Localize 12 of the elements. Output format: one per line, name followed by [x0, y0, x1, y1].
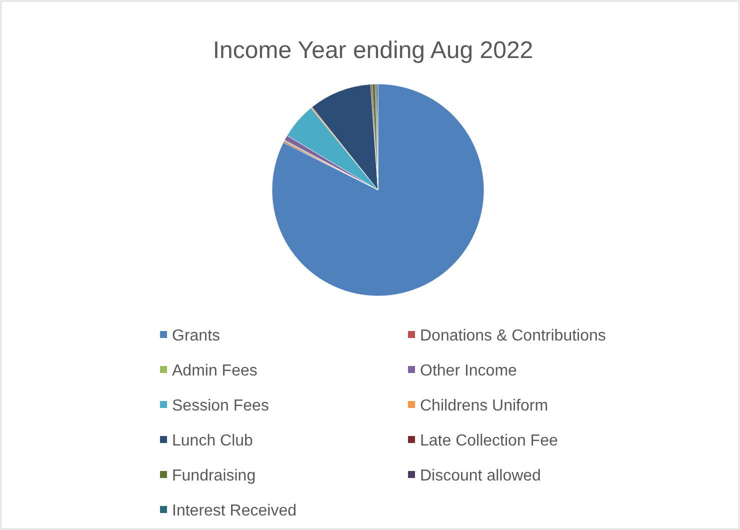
- legend-label: Grants: [172, 328, 220, 345]
- legend-label: Admin Fees: [172, 362, 258, 380]
- legend-label: Lunch Club: [172, 432, 254, 450]
- legend-label: Other Income: [420, 362, 518, 380]
- legend-label: Late Collection Fee: [420, 432, 558, 450]
- legend-label: Discount allowed: [420, 468, 541, 485]
- legend-label: Donations & Contributions: [420, 328, 606, 345]
- chart-title: Income Year ending Aug 2022: [212, 37, 534, 64]
- legend-label: Session Fees: [172, 398, 269, 415]
- legend-label: Fundraising: [172, 468, 256, 485]
- legend-label: Interest Received: [172, 502, 297, 520]
- legend-label: Childrens Uniform: [420, 398, 548, 415]
